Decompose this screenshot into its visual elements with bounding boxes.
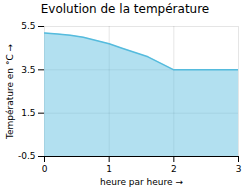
svg-text:3.5: 3.5 (21, 65, 35, 75)
svg-text:3: 3 (236, 164, 242, 174)
svg-text:heure par heure →: heure par heure → (100, 177, 183, 187)
svg-text:Température en °C →: Température en °C → (5, 43, 15, 140)
html-text:Evolution de la température: Evolution de la température (40, 2, 210, 16)
svg-text:0: 0 (42, 164, 48, 174)
svg-text:1.5: 1.5 (21, 108, 35, 118)
svg-text:5.5: 5.5 (21, 21, 35, 31)
svg-text:2: 2 (171, 164, 177, 174)
svg-text:-0.5: -0.5 (18, 151, 36, 161)
svg-text:1: 1 (106, 164, 112, 174)
